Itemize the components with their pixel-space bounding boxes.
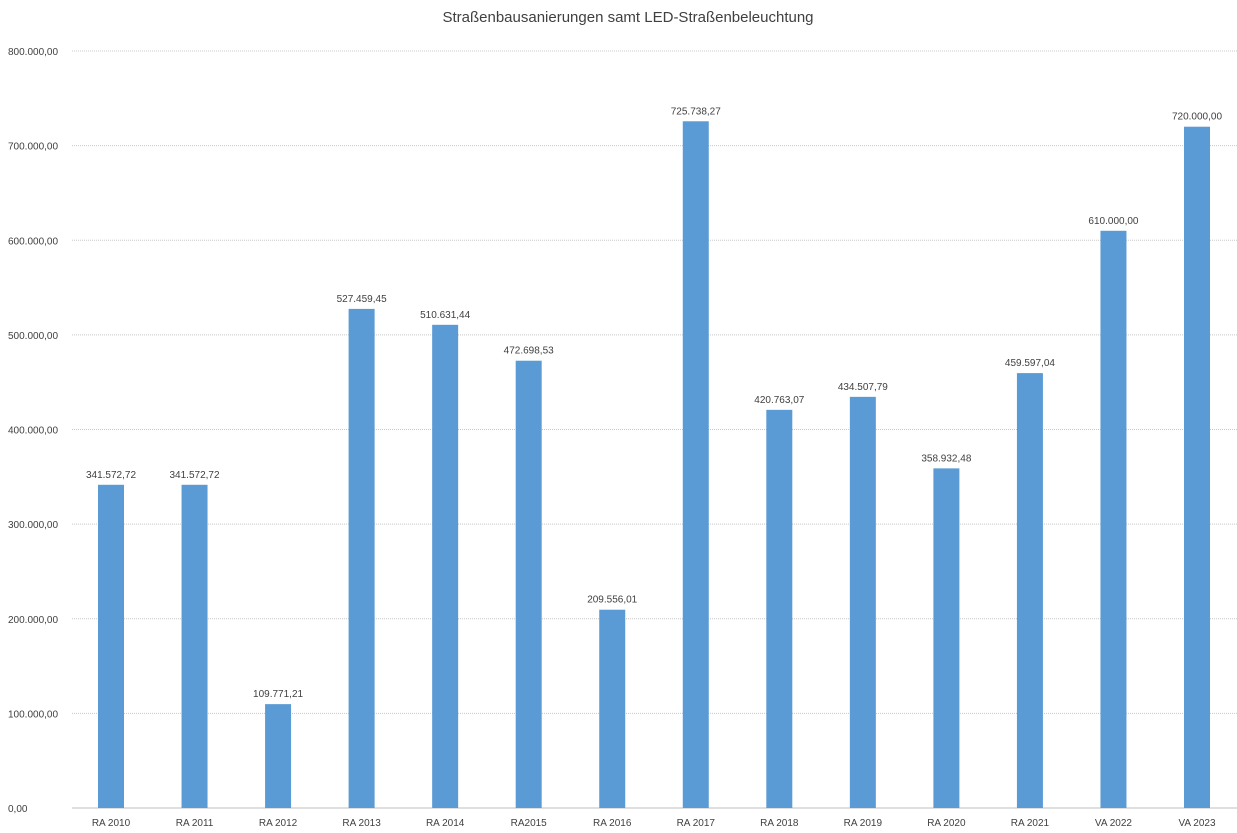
data-label: 209.556,01: [587, 595, 637, 606]
data-label: 358.932,48: [921, 453, 971, 464]
x-tick-label: RA 2013: [342, 818, 381, 829]
data-label: 527.459,45: [337, 294, 387, 305]
y-tick-label: 700.000,00: [8, 142, 58, 153]
y-tick-label: 200.000,00: [8, 615, 58, 626]
bar: [265, 704, 292, 808]
y-tick-label: 600.000,00: [8, 236, 58, 247]
x-tick-label: RA 2020: [927, 818, 966, 829]
x-tick-label: RA 2012: [259, 818, 298, 829]
gridlines: [72, 50, 1237, 809]
y-tick-label: 800.000,00: [8, 47, 58, 58]
data-label: 610.000,00: [1088, 216, 1138, 227]
data-label: 420.763,07: [754, 395, 804, 406]
bar: [1100, 230, 1127, 809]
data-label: 725.738,27: [671, 106, 721, 117]
data-label: 434.507,79: [838, 382, 888, 393]
x-tick-label: RA2015: [511, 818, 548, 829]
bar: [599, 609, 626, 808]
x-tick-label: VA 2022: [1095, 818, 1133, 829]
bar: [766, 409, 793, 808]
bar: [1016, 373, 1043, 808]
y-tick-label: 400.000,00: [8, 426, 58, 437]
bars: [98, 121, 1210, 809]
bar: [181, 484, 208, 808]
data-label: 341.572,72: [86, 470, 136, 481]
chart-title: Straßenbausanierungen samt LED-Straßenbe…: [442, 9, 813, 26]
data-labels: 341.572,72 341.572,72 109.771,21 527.459,45…: [86, 106, 1222, 700]
x-tick-label: RA 2010: [92, 818, 131, 829]
x-tick-label: RA 2016: [593, 818, 632, 829]
data-label: 720.000,00: [1172, 112, 1222, 123]
x-tick-label: RA 2011: [176, 818, 214, 829]
y-tick-label: 500.000,00: [8, 331, 58, 342]
bar: [1184, 126, 1210, 808]
y-tick-label: 100.000,00: [8, 709, 58, 720]
data-label: 109.771,21: [253, 689, 303, 700]
x-tick-label: VA 2023: [1178, 818, 1216, 829]
x-tick-label: RA 2017: [677, 818, 716, 829]
bar: [933, 468, 960, 808]
x-axis-tick-labels: RA 2010 RA 2011 RA 2012 RA 2013 RA 2014 RA201…: [92, 818, 1216, 829]
bar: [682, 121, 709, 809]
x-tick-label: RA 2014: [426, 818, 465, 829]
y-tick-label: 0,00: [8, 804, 28, 815]
y-axis-tick-labels: 0,00 100.000,00 200.000,00 300.000,00 400.00…: [8, 47, 58, 815]
x-tick-label: RA 2019: [844, 818, 883, 829]
x-tick-label: RA 2021: [1011, 818, 1050, 829]
y-tick-label: 300.000,00: [8, 520, 58, 531]
data-label: 459.597,04: [1005, 358, 1055, 369]
data-label: 510.631,44: [420, 310, 470, 321]
x-tick-label: RA 2018: [760, 818, 799, 829]
bar: [98, 484, 124, 808]
bar: [849, 396, 876, 808]
data-label: 341.572,72: [170, 470, 220, 481]
data-label: 472.698,53: [504, 346, 554, 357]
bar: [515, 360, 542, 808]
bar: [348, 308, 375, 808]
bar: [432, 324, 459, 808]
